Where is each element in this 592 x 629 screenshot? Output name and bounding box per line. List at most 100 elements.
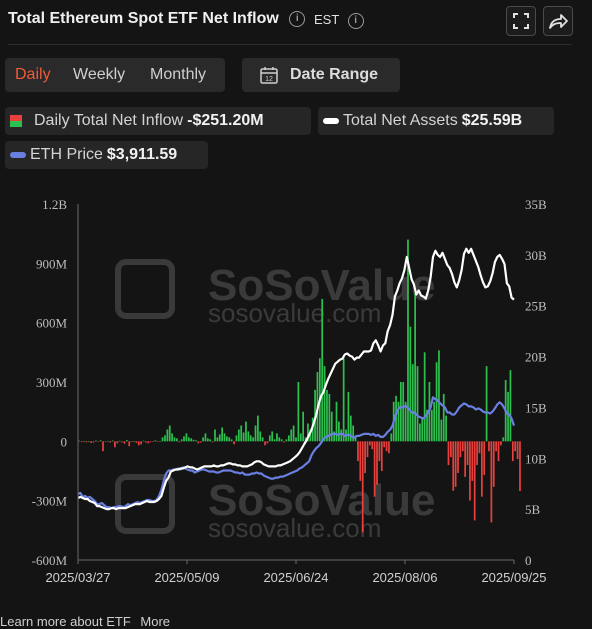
inflow-bar [104, 441, 107, 442]
inflow-bar [128, 441, 131, 447]
inflow-bar [369, 441, 371, 446]
inflow-bar [335, 401, 338, 442]
inflow-bar [445, 415, 447, 442]
inflow-bar [199, 441, 202, 443]
inflow-bar [242, 432, 245, 442]
inflow-bar [185, 433, 188, 442]
inflow-bar [97, 441, 100, 442]
inflow-bar [514, 441, 517, 452]
left-axis-tick-label: 0 [61, 434, 68, 449]
inflow-bar [297, 382, 300, 442]
inflow-bar [433, 401, 436, 442]
inflow-bar [142, 440, 145, 442]
right-axis-tick-label: 30B [525, 248, 547, 263]
inflow-bar [166, 429, 169, 442]
inflow-bar [447, 441, 450, 466]
left-axis-tick-label: 300M [36, 375, 68, 390]
timezone-info-icon[interactable]: i [347, 12, 364, 29]
inflow-bar [328, 393, 331, 442]
legend-total-assets[interactable]: Total Net Assets $25.59B [318, 107, 554, 135]
inflow-bar [237, 429, 240, 442]
series-lines [77, 247, 516, 511]
left-axis-tick-label: 900M [36, 256, 68, 271]
inflow-bar [268, 435, 271, 442]
tab-monthly[interactable]: Monthly [150, 66, 207, 83]
inflow-bar [266, 441, 269, 444]
inflow-bar [216, 437, 219, 442]
inflow-bar [509, 370, 512, 442]
inflow-bar [109, 441, 112, 443]
inflow-bar [421, 417, 424, 442]
inflow-bar [171, 433, 173, 442]
fullscreen-icon [513, 13, 529, 29]
inflow-bar [378, 441, 381, 462]
inflow-bar [516, 441, 519, 460]
tab-weekly[interactable]: Weekly [73, 66, 126, 83]
learn-more-link[interactable]: Learn more about ETF [0, 614, 131, 629]
inflow-bar [342, 358, 345, 442]
share-button[interactable] [543, 6, 573, 36]
inflow-bar [338, 421, 340, 442]
inflow-bar [450, 441, 452, 458]
legend-eth-price[interactable]: ETH Price $3,911.59 [5, 141, 208, 169]
title-info-icon[interactable]: i [289, 10, 306, 27]
inflow-bar [226, 436, 228, 442]
inflow-bar [490, 441, 493, 523]
etf-flow-chart[interactable]: SoSoValuesosovalue.comSoSoValuesosovalue… [0, 190, 592, 610]
inflow-bar [183, 436, 185, 442]
right-axis-tick-label: 25B [525, 299, 547, 314]
inflow-bar [397, 401, 400, 442]
inflow-bar [180, 439, 183, 442]
fullscreen-button[interactable] [506, 6, 536, 36]
legend-daily-inflow[interactable]: Daily Total Net Inflow -$251.20M [5, 107, 311, 135]
inflow-bar [125, 440, 128, 442]
inflow-bar [502, 437, 505, 442]
inflow-bar [302, 411, 305, 442]
inflow-legend-icon [10, 115, 22, 127]
inflow-bar [323, 366, 326, 442]
chart-header: Total Ethereum Spot ETF Net Inflow i EST… [0, 0, 592, 44]
inflow-bar [252, 437, 254, 442]
inflow-bar [90, 441, 92, 443]
inflow-bar [271, 431, 274, 442]
date-range-button[interactable]: 12 Date Range [242, 58, 400, 92]
left-axis-tick-label: -300M [32, 494, 68, 509]
inflow-bar [485, 366, 488, 442]
footer: Learn more about ETF More [0, 614, 170, 629]
inflow-bar [295, 437, 297, 442]
inflow-label: Daily Total Net Inflow [34, 112, 184, 129]
more-link[interactable]: More [140, 614, 171, 629]
inflow-bar [459, 441, 462, 458]
tab-daily[interactable]: Daily [15, 66, 51, 83]
inflow-bar [214, 429, 216, 442]
inflow-bar [221, 427, 223, 442]
inflow-bar [283, 441, 285, 443]
inflow-bar [147, 441, 150, 444]
inflow-bar [483, 441, 486, 475]
inflow-bar [247, 431, 250, 442]
eth-price-legend-icon [10, 152, 26, 158]
inflow-bar [209, 439, 212, 442]
inflow-bar [299, 433, 302, 442]
watermark-brand: SoSoValue [208, 476, 435, 525]
inflow-bar [197, 441, 200, 444]
inflow-bar [152, 441, 154, 442]
inflow-bar [442, 393, 445, 442]
inflow-bar [230, 439, 233, 442]
x-axis-tick-label: 2025/05/09 [154, 570, 219, 585]
share-icon [549, 14, 568, 29]
inflow-bar [211, 441, 214, 443]
inflow-bar [497, 441, 500, 462]
inflow-bar [273, 439, 276, 442]
inflow-bar [80, 441, 83, 443]
inflow-bar [202, 437, 204, 442]
right-axis-tick-label: 15B [525, 400, 547, 415]
inflow-bar [366, 441, 369, 458]
calendar-day: 12 [265, 76, 273, 83]
inflow-bar [326, 389, 328, 442]
inflow-bar [471, 441, 474, 481]
inflow-bar [383, 441, 386, 448]
inflow-bar [435, 362, 438, 442]
inflow-bar [402, 382, 405, 442]
inflow-bar [388, 441, 390, 454]
